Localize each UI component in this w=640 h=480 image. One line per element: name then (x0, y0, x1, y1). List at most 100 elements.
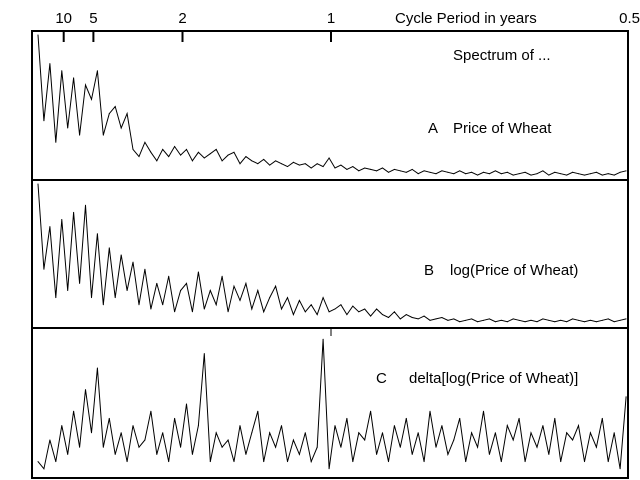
data-point (108, 417, 110, 419)
data-point (298, 164, 300, 166)
data-point (435, 318, 437, 320)
data-point (578, 173, 580, 175)
data-point (459, 321, 461, 323)
x-axis-ticks: 10 5 2 1 0.5 (55, 10, 640, 42)
data-point (393, 311, 395, 313)
data-point (471, 171, 473, 173)
data-point (328, 468, 330, 470)
data-point (352, 305, 354, 307)
data-point (613, 321, 615, 323)
data-point (494, 432, 496, 434)
data-point (245, 282, 247, 284)
data-point (595, 446, 597, 448)
data-point (108, 113, 110, 115)
data-point (500, 319, 502, 321)
data-point (156, 160, 158, 162)
data-point (269, 432, 271, 434)
data-point (138, 156, 140, 158)
data-point (120, 432, 122, 434)
data-point (477, 321, 479, 323)
data-point (275, 285, 277, 287)
data-point (441, 316, 443, 318)
data-point (168, 461, 170, 463)
data-point (465, 173, 467, 175)
data-point (364, 308, 366, 310)
data-point (607, 461, 609, 463)
spectrum-line (37, 339, 627, 470)
data-point (334, 308, 336, 310)
data-point (346, 314, 348, 316)
data-point (500, 173, 502, 175)
data-point (79, 446, 81, 448)
panel-letter: C (376, 370, 387, 387)
data-point (417, 432, 419, 434)
data-point (601, 174, 603, 176)
data-point (156, 453, 158, 455)
data-point (269, 297, 271, 299)
data-point (554, 417, 556, 419)
data-point (423, 315, 425, 317)
data-point (376, 453, 378, 455)
data-point (227, 311, 229, 313)
data-point (203, 353, 205, 355)
data-point (578, 319, 580, 321)
data-point (382, 167, 384, 169)
data-point (37, 461, 39, 463)
data-point (566, 321, 568, 323)
data-point (411, 316, 413, 318)
data-point (292, 161, 294, 163)
data-point (423, 461, 425, 463)
data-point (245, 156, 247, 158)
data-point (49, 439, 51, 441)
data-point (275, 446, 277, 448)
panel-frame (31, 179, 629, 329)
x-tick-label: 1 (327, 10, 335, 27)
data-point (334, 425, 336, 427)
data-point (269, 164, 271, 166)
data-point (90, 432, 92, 434)
data-point (459, 170, 461, 172)
data-point (560, 461, 562, 463)
panel-frame (31, 327, 629, 479)
data-point (542, 425, 544, 427)
data-point (150, 308, 152, 310)
data-point (73, 211, 75, 213)
data-point (174, 146, 176, 148)
data-point (61, 219, 63, 220)
panel-letter: B (424, 262, 434, 279)
data-point (405, 171, 407, 173)
data-point (370, 410, 372, 412)
data-point (96, 367, 98, 369)
data-point (298, 299, 300, 301)
data-point (180, 290, 182, 291)
data-point (376, 308, 378, 310)
data-point (209, 461, 211, 463)
data-point (126, 461, 128, 463)
data-point (512, 439, 514, 441)
data-point (144, 268, 146, 270)
data-point (126, 290, 128, 291)
data-point (150, 151, 152, 153)
data-point (583, 174, 585, 176)
data-point (471, 318, 473, 320)
data-point (251, 160, 253, 162)
data-point (613, 432, 615, 434)
data-point (483, 171, 484, 173)
data-point (156, 282, 158, 284)
data-point (257, 410, 259, 412)
data-point (483, 410, 484, 412)
data-point (411, 168, 413, 170)
data-point (364, 439, 366, 441)
data-point (441, 170, 443, 172)
data-point (387, 171, 389, 173)
data-point (387, 316, 389, 318)
data-point (589, 173, 591, 175)
data-point (494, 170, 496, 172)
data-point (453, 173, 455, 175)
data-point (435, 446, 437, 448)
x-tick-label: 5 (89, 10, 97, 27)
data-point (399, 446, 401, 448)
data-point (215, 148, 217, 150)
